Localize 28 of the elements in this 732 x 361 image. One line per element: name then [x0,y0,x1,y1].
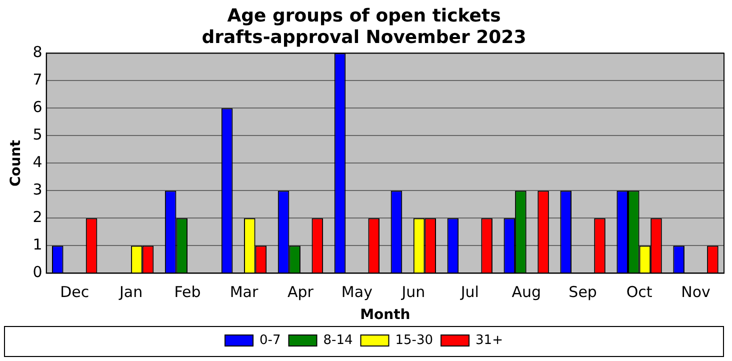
y-tick-label: 2 [32,208,42,226]
y-tick-label: 0 [32,263,42,282]
y-tick-label: 3 [32,180,42,199]
legend-label: 15-30 [395,332,434,348]
legend-label: 0-7 [260,332,281,348]
x-tick-label: Feb [174,283,201,302]
y-tick-label: 1 [32,236,42,254]
y-tick-label: 6 [32,98,42,116]
x-tick-label: Mar [230,283,259,302]
y-tick-label: 7 [32,70,42,89]
x-axis-title: Month [360,307,410,324]
y-axis-title: Count [8,140,24,186]
y-tick-label: 4 [32,153,42,172]
y-tick-label: 8 [32,43,42,62]
x-tick-label: Dec [60,283,90,302]
legend-label: 8-14 [323,332,353,348]
legend-label: 31+ [476,332,503,348]
x-tick-label: Aug [512,283,541,302]
x-tick-label: Oct [626,283,652,302]
x-tick-label: Nov [681,283,711,302]
chart-title: Age groups of open tickets drafts-approval November 2023 [202,5,526,48]
x-tick-label: Jun [400,283,426,302]
x-tick-label: Sep [568,283,597,302]
x-tick-label: Jul [460,283,479,302]
x-tick-label: May [341,283,373,302]
x-tick-label: Jan [118,283,143,302]
x-tick-label: Apr [287,283,314,302]
y-tick-label: 5 [32,126,42,144]
